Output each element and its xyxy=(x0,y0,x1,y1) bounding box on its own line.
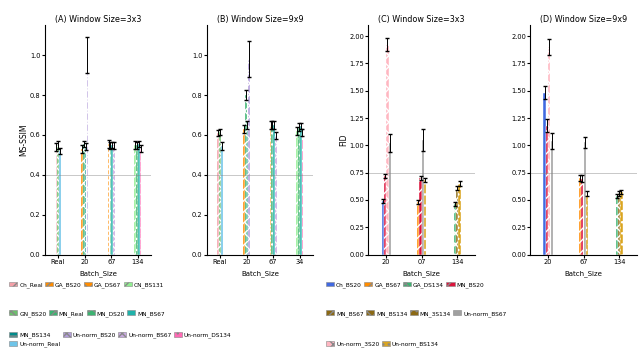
Bar xyxy=(59,151,61,255)
Bar xyxy=(456,188,458,255)
Bar xyxy=(271,125,273,255)
Bar xyxy=(301,133,303,255)
Bar xyxy=(546,126,548,255)
Bar xyxy=(454,204,456,255)
Bar xyxy=(579,178,581,255)
Bar xyxy=(140,149,141,255)
Bar xyxy=(581,179,584,255)
Bar xyxy=(269,125,271,255)
Bar xyxy=(543,93,546,255)
Bar xyxy=(275,136,276,255)
X-axis label: Batch_Size: Batch_Size xyxy=(241,270,279,277)
Title: (D) Window Size=9x9: (D) Window Size=9x9 xyxy=(540,16,627,25)
Bar xyxy=(81,149,83,255)
Bar xyxy=(296,131,298,255)
Legend: Ch_Real, GA_BS20, GA_DS67, CN_BS131: Ch_Real, GA_BS20, GA_DS67, CN_BS131 xyxy=(10,282,164,288)
Bar xyxy=(138,144,140,255)
Bar xyxy=(86,55,88,255)
X-axis label: Batch_Size: Batch_Size xyxy=(564,270,602,277)
Bar xyxy=(387,45,388,255)
Bar xyxy=(219,132,221,255)
Bar xyxy=(586,193,588,255)
Legend: MN_BS134, Un-norm_Real, Un-norm_BS20, Un-norm_BS67, Un-norm_DS134: MN_BS134, Un-norm_Real, Un-norm_BS20, Un… xyxy=(10,332,231,347)
Bar xyxy=(300,126,301,255)
Bar xyxy=(381,201,384,255)
Bar xyxy=(384,176,386,255)
Bar xyxy=(298,127,300,255)
Bar xyxy=(618,193,620,255)
X-axis label: Batch_Size: Batch_Size xyxy=(79,270,117,277)
Bar xyxy=(84,147,86,255)
Bar xyxy=(83,144,84,255)
Bar xyxy=(620,192,623,255)
Bar xyxy=(218,133,219,255)
Bar xyxy=(134,145,136,255)
Bar xyxy=(422,140,424,255)
Legend: MN_BS67, MN_BS134, MN_3S134, Un-norm_BS67: MN_BS67, MN_BS134, MN_3S134, Un-norm_BS6… xyxy=(326,310,506,317)
Bar xyxy=(136,145,138,255)
Bar xyxy=(111,145,113,255)
Bar xyxy=(417,202,419,255)
Y-axis label: FID: FID xyxy=(339,134,348,146)
Bar xyxy=(108,144,109,255)
Bar xyxy=(109,145,111,255)
Bar xyxy=(273,125,275,255)
Legend: GN_BS20, MN_Real, MN_DS20, MN_BS67: GN_BS20, MN_Real, MN_DS20, MN_BS67 xyxy=(10,310,164,317)
Bar xyxy=(584,142,586,255)
X-axis label: Batch_Size: Batch_Size xyxy=(403,270,441,277)
Bar xyxy=(424,180,426,255)
Y-axis label: MS-SSIM: MS-SSIM xyxy=(20,123,29,156)
Legend: Ch_BS20, GA_BS67, GA_DS134, MN_BS20: Ch_BS20, GA_BS67, GA_DS134, MN_BS20 xyxy=(326,282,484,288)
Bar xyxy=(616,196,618,255)
Bar xyxy=(243,129,244,255)
Bar xyxy=(58,145,59,255)
Title: (A) Window Size=3x3: (A) Window Size=3x3 xyxy=(55,16,141,25)
Bar xyxy=(245,95,246,255)
Bar xyxy=(246,125,248,255)
Bar xyxy=(458,183,461,255)
Title: (B) Window Size=9x9: (B) Window Size=9x9 xyxy=(216,16,303,25)
Bar xyxy=(388,143,391,255)
Bar xyxy=(221,146,223,255)
Bar xyxy=(248,59,250,255)
Bar xyxy=(113,145,115,255)
Bar xyxy=(548,47,550,255)
Legend: Un-norm_3S20, Un-norm_BS134: Un-norm_3S20, Un-norm_BS134 xyxy=(326,341,438,347)
Bar xyxy=(56,147,57,255)
Bar xyxy=(419,178,422,255)
Title: (C) Window Size=3x3: (C) Window Size=3x3 xyxy=(378,16,465,25)
Bar xyxy=(550,141,553,255)
